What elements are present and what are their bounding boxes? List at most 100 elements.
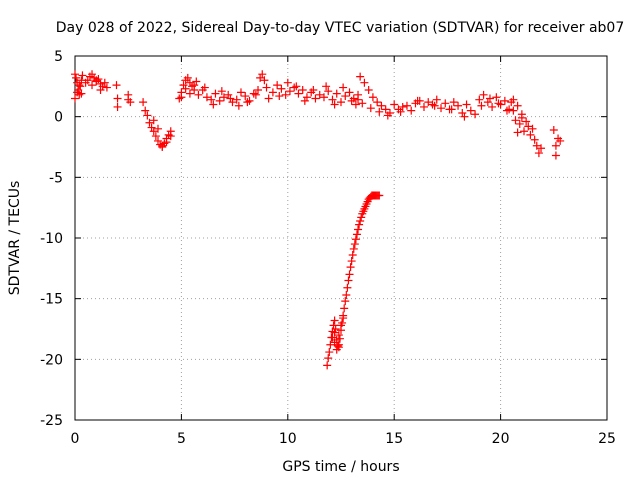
data-point bbox=[449, 98, 458, 107]
data-point bbox=[334, 340, 343, 349]
data-point bbox=[530, 135, 539, 144]
data-point bbox=[249, 89, 258, 98]
data-point bbox=[185, 89, 194, 98]
chart-title: Day 028 of 2022, Sidereal Day-to-day VTE… bbox=[56, 20, 625, 36]
data-point bbox=[158, 141, 167, 150]
data-point bbox=[348, 250, 357, 259]
y-tick-labels: 5 0 -5 -10 -15 -20 -25 bbox=[40, 49, 63, 429]
data-point bbox=[373, 98, 382, 107]
data-point bbox=[556, 136, 565, 145]
data-point bbox=[243, 98, 252, 107]
data-point bbox=[329, 321, 338, 330]
data-point bbox=[343, 283, 352, 292]
data-point bbox=[330, 316, 339, 325]
data-point bbox=[145, 118, 154, 127]
data-point bbox=[430, 101, 439, 110]
data-point bbox=[207, 95, 216, 104]
data-point bbox=[260, 76, 269, 85]
data-point bbox=[162, 138, 171, 147]
data-point bbox=[245, 96, 254, 105]
data-point bbox=[149, 127, 158, 136]
data-point bbox=[437, 104, 446, 113]
data-point bbox=[273, 81, 282, 90]
data-point bbox=[322, 82, 331, 91]
data-point bbox=[292, 82, 301, 91]
data-point bbox=[309, 85, 318, 94]
data-point bbox=[332, 89, 341, 98]
x-tick-label: 0 bbox=[71, 431, 80, 447]
data-point bbox=[96, 85, 105, 94]
x-tick-label: 10 bbox=[279, 431, 297, 447]
data-point bbox=[454, 101, 463, 110]
y-tick-label: -5 bbox=[49, 170, 63, 186]
data-point bbox=[424, 98, 433, 107]
data-point bbox=[73, 88, 82, 97]
data-point bbox=[328, 95, 337, 104]
data-point bbox=[356, 217, 365, 226]
data-point bbox=[360, 78, 369, 87]
data-point bbox=[485, 94, 494, 103]
data-point bbox=[356, 72, 365, 81]
data-point bbox=[190, 81, 199, 90]
data-point bbox=[254, 85, 263, 94]
data-point bbox=[202, 93, 211, 102]
x-tick-labels: 0 5 10 15 20 25 bbox=[71, 431, 616, 447]
data-point bbox=[330, 100, 339, 109]
data-point bbox=[524, 122, 533, 131]
data-points bbox=[71, 70, 565, 370]
data-point bbox=[346, 263, 355, 272]
data-point bbox=[462, 100, 471, 109]
data-point bbox=[345, 88, 354, 97]
data-point bbox=[381, 105, 390, 114]
data-point bbox=[143, 111, 152, 120]
data-point bbox=[479, 90, 488, 99]
y-tick-label: -20 bbox=[40, 352, 63, 368]
data-point bbox=[407, 106, 416, 115]
data-point bbox=[483, 98, 492, 107]
data-point bbox=[151, 132, 160, 141]
data-point bbox=[183, 73, 192, 82]
data-point bbox=[349, 244, 358, 253]
data-point bbox=[192, 77, 201, 86]
data-point bbox=[447, 105, 456, 114]
data-point bbox=[325, 348, 334, 357]
y-tick-label: -10 bbox=[40, 231, 63, 247]
data-point bbox=[294, 89, 303, 98]
data-point bbox=[551, 151, 560, 160]
data-point bbox=[368, 93, 377, 102]
data-point bbox=[477, 101, 486, 110]
data-point bbox=[396, 107, 405, 116]
data-point bbox=[513, 101, 522, 110]
plot-frame bbox=[74, 55, 608, 421]
data-point bbox=[92, 76, 101, 85]
data-point bbox=[347, 257, 356, 266]
data-point bbox=[471, 110, 480, 119]
data-point bbox=[390, 100, 399, 109]
data-point bbox=[515, 119, 524, 128]
data-point bbox=[337, 321, 345, 330]
data-point bbox=[281, 90, 290, 99]
data-point bbox=[285, 87, 294, 96]
data-point bbox=[509, 106, 518, 115]
data-point bbox=[509, 95, 518, 104]
data-point bbox=[113, 102, 122, 111]
data-point bbox=[232, 95, 241, 104]
data-point bbox=[181, 84, 190, 93]
data-point bbox=[419, 102, 428, 111]
data-point bbox=[334, 331, 343, 340]
data-point bbox=[528, 124, 537, 133]
data-point bbox=[492, 93, 501, 102]
data-point bbox=[324, 354, 333, 363]
data-point bbox=[76, 82, 85, 91]
data-point bbox=[532, 141, 541, 150]
data-point bbox=[340, 304, 349, 313]
data-point bbox=[522, 117, 531, 126]
data-point bbox=[494, 99, 503, 108]
x-tick-label: 25 bbox=[598, 431, 616, 447]
data-point bbox=[219, 93, 228, 102]
data-point bbox=[347, 96, 356, 105]
data-point bbox=[328, 333, 337, 342]
data-point bbox=[339, 314, 348, 323]
y-tick-label: 0 bbox=[54, 110, 63, 126]
